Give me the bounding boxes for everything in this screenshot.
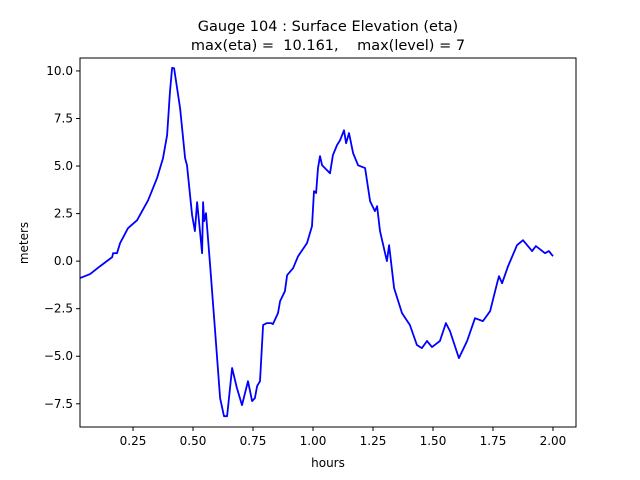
y-tick-label: 10.0 bbox=[46, 64, 73, 78]
y-tick-label: −7.5 bbox=[44, 397, 73, 411]
y-axis-label: meters bbox=[17, 222, 31, 264]
x-axis: 0.25 0.50 0.75 1.00 1.25 1.50 1.75 2.00 bbox=[120, 427, 567, 448]
y-tick-label: 2.5 bbox=[54, 207, 73, 221]
x-tick-label: 0.25 bbox=[120, 434, 147, 448]
x-tick-label: 2.00 bbox=[540, 434, 567, 448]
y-axis: −7.5 −5.0 −2.5 0.0 2.5 5.0 7.5 10.0 bbox=[44, 64, 80, 411]
x-tick-label: 1.50 bbox=[420, 434, 447, 448]
y-tick-label: 0.0 bbox=[54, 254, 73, 268]
y-tick-label: 5.0 bbox=[54, 159, 73, 173]
x-tick-label: 0.75 bbox=[240, 434, 267, 448]
chart-subtitle: max(eta) = 10.161, max(level) = 7 bbox=[191, 38, 465, 54]
y-tick-label: −2.5 bbox=[44, 302, 73, 316]
x-axis-label: hours bbox=[311, 456, 345, 470]
plot-area-frame bbox=[79, 57, 577, 428]
y-tick-label: 7.5 bbox=[54, 111, 73, 125]
series-line-eta bbox=[79, 67, 554, 418]
y-tick-label: −5.0 bbox=[44, 349, 73, 363]
x-tick-label: 1.00 bbox=[300, 434, 327, 448]
x-tick-label: 1.25 bbox=[360, 434, 387, 448]
chart-title: Gauge 104 : Surface Elevation (eta) bbox=[198, 19, 458, 35]
x-tick-label: 0.50 bbox=[180, 434, 207, 448]
x-tick-label: 1.75 bbox=[480, 434, 507, 448]
